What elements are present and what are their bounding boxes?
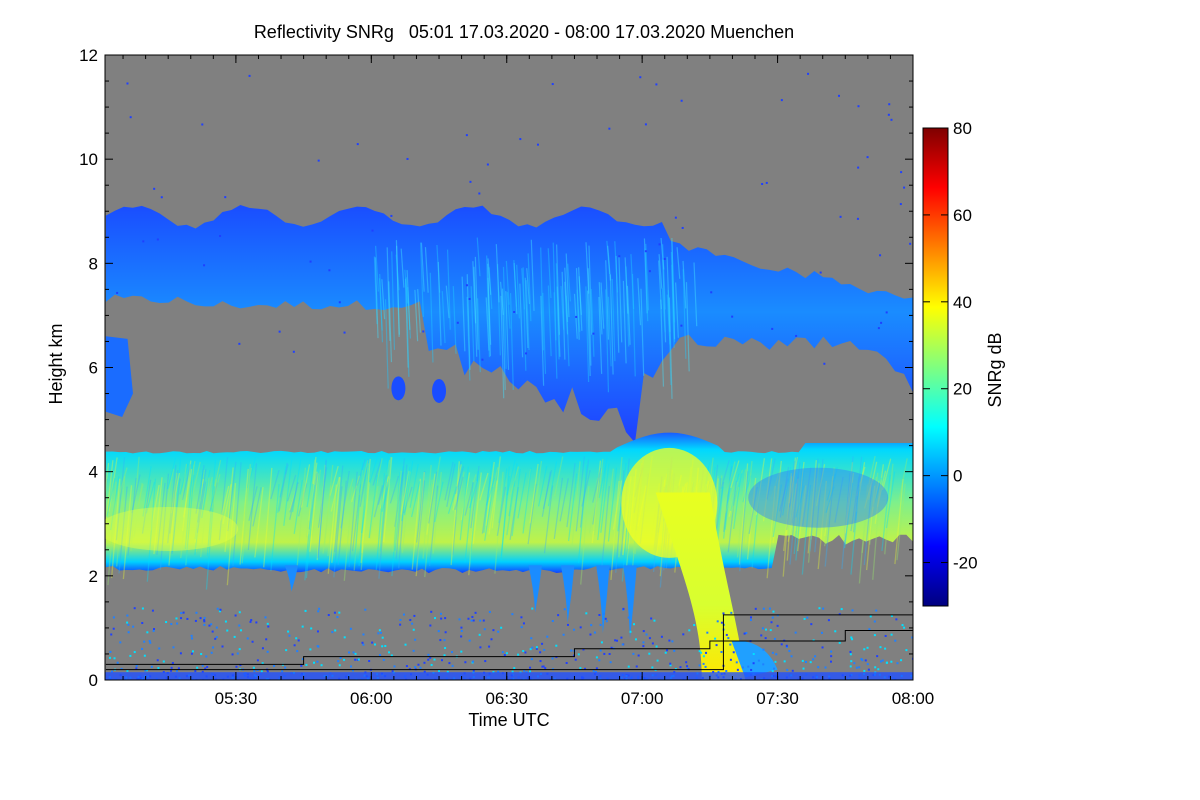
- x-tick-label: 05:30: [215, 689, 258, 708]
- precip-shaft-core: [655, 492, 746, 680]
- y-tick-label: 8: [89, 254, 98, 273]
- small-cloud-patch: [105, 336, 133, 417]
- colorbar-tick-label: -20: [953, 554, 978, 573]
- colorbar-tick-label: 40: [953, 293, 972, 312]
- height-line-1: [105, 614, 913, 671]
- y-axis-label: Height km: [46, 323, 66, 404]
- ground-clutter: [105, 72, 913, 680]
- y-tick-label: 4: [89, 463, 98, 482]
- y-tick-label: 10: [79, 150, 98, 169]
- height-line-0: [105, 630, 913, 665]
- data-layers: [105, 72, 913, 680]
- y-tick-label: 12: [79, 46, 98, 65]
- x-tick-label: 07:30: [756, 689, 799, 708]
- x-axis-label: Time UTC: [468, 710, 549, 730]
- chart-title: Reflectivity SNRg 05:01 17.03.2020 - 08:…: [254, 22, 794, 42]
- upper-cloud-body: [105, 205, 913, 443]
- x-tick-label: 06:00: [350, 689, 393, 708]
- colorbar-tick-label: 80: [953, 119, 972, 138]
- colorbar-tick-label: 0: [953, 467, 962, 486]
- colorbar-ticks: -20 0 20 40 60 80: [923, 119, 978, 573]
- layer-upper-cloud: [105, 205, 913, 443]
- x-axis: 05:30 06:00 06:30 07:00 07:30 08:00: [122, 55, 935, 708]
- y-tick-label: 6: [89, 359, 98, 378]
- x-tick-label: 08:00: [892, 689, 935, 708]
- colorbar: [922, 127, 949, 607]
- colorbar-tick-label: 60: [953, 206, 972, 225]
- y-tick-label: 0: [89, 671, 98, 690]
- height-lines: [105, 614, 913, 671]
- x-tick-label: 07:00: [621, 689, 664, 708]
- x-tick-label: 06:30: [485, 689, 528, 708]
- colorbar-tick-label: 20: [953, 380, 972, 399]
- colorbar-label: SNRg dB: [985, 332, 1005, 407]
- y-tick-label: 2: [89, 567, 98, 586]
- y-axis: 0 2 4 6 8 10 12: [79, 46, 913, 690]
